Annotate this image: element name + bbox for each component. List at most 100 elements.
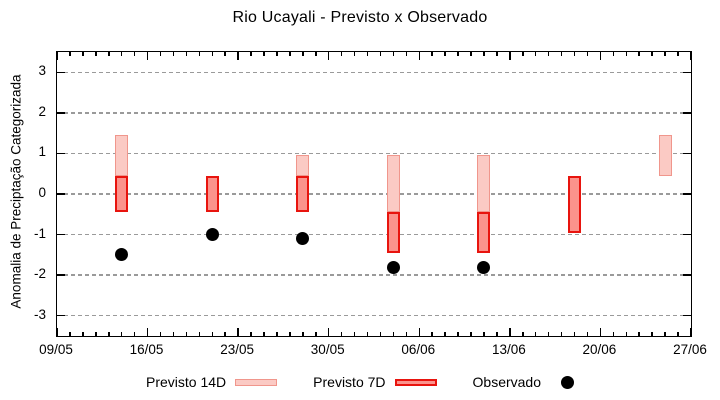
x-minor-tick	[82, 332, 84, 336]
x-minor-tick	[69, 332, 71, 336]
x-major-tick	[237, 328, 239, 336]
x-minor-tick	[250, 332, 252, 336]
x-minor-tick	[224, 52, 226, 56]
x-minor-tick	[315, 332, 317, 336]
previsto-7d-box	[115, 175, 129, 213]
x-minor-tick	[483, 332, 485, 336]
x-minor-tick	[276, 52, 278, 56]
y-tick-left	[57, 112, 65, 114]
x-minor-tick	[444, 52, 446, 56]
x-minor-tick	[95, 52, 97, 56]
y-tick-left	[57, 71, 65, 74]
x-minor-tick	[664, 52, 666, 56]
x-minor-tick	[120, 332, 123, 336]
x-minor-tick	[133, 52, 136, 56]
x-major-tick	[690, 52, 692, 60]
x-major-tick	[146, 52, 149, 60]
x-minor-tick	[263, 52, 265, 56]
x-minor-tick	[95, 332, 97, 336]
x-minor-tick	[625, 332, 628, 336]
x-minor-tick	[547, 332, 550, 336]
x-tick-label: 09/05	[39, 342, 73, 357]
h-gridline	[57, 112, 691, 114]
y-tick-right	[683, 274, 691, 276]
previsto-7d-box	[296, 175, 310, 213]
x-minor-tick	[263, 332, 265, 336]
x-minor-tick	[573, 52, 576, 56]
x-minor-tick	[431, 332, 433, 336]
x-minor-tick	[366, 52, 369, 56]
legend-item-previsto-7d: Previsto 7D	[313, 374, 437, 390]
x-major-tick	[599, 52, 602, 60]
x-major-tick	[56, 52, 58, 60]
x-minor-tick	[470, 52, 472, 56]
previsto-7d-box	[477, 212, 491, 253]
y-tick-right	[683, 193, 691, 195]
x-tick-label: 27/06	[673, 342, 707, 357]
legend-item-previsto-14d: Previsto 14D	[146, 374, 278, 390]
previsto-14d-box	[386, 155, 400, 213]
previsto-14d-box	[296, 155, 310, 176]
x-minor-tick	[483, 52, 485, 56]
previsto-14d-box	[115, 135, 129, 176]
x-minor-tick	[198, 52, 201, 56]
chart-title: Rio Ucayali - Previsto x Observado	[232, 9, 488, 26]
y-tick-label: 2	[38, 103, 46, 119]
x-minor-tick	[534, 52, 537, 56]
h-gridline	[57, 314, 691, 317]
x-minor-tick	[69, 52, 71, 56]
x-minor-tick	[302, 332, 304, 336]
x-minor-tick	[677, 332, 679, 336]
x-major-tick	[418, 328, 421, 336]
x-minor-tick	[108, 52, 110, 56]
y-tick-left	[57, 193, 65, 195]
x-minor-tick	[198, 332, 201, 336]
x-minor-tick	[276, 332, 278, 336]
observado-dot-icon	[561, 375, 574, 389]
x-minor-tick	[353, 52, 356, 56]
previsto-7d-box	[386, 212, 400, 253]
observado-point	[386, 260, 400, 274]
x-tick-label: 30/05	[310, 342, 345, 357]
x-minor-tick	[560, 332, 563, 336]
x-minor-tick	[560, 52, 563, 56]
x-minor-tick	[586, 52, 589, 56]
x-major-tick	[418, 52, 421, 60]
plot-area	[56, 51, 692, 337]
y-tick-right	[683, 233, 691, 236]
x-minor-tick	[586, 332, 589, 336]
x-minor-tick	[547, 52, 550, 56]
x-tick-label: 20/06	[582, 342, 617, 357]
legend-label-previsto-14d: Previsto 14D	[146, 374, 227, 390]
previsto-14d-swatch-icon	[235, 378, 278, 386]
x-minor-tick	[392, 52, 395, 56]
x-minor-tick	[522, 52, 524, 56]
x-minor-tick	[250, 52, 252, 56]
x-minor-tick	[625, 52, 628, 56]
observado-point	[115, 248, 129, 262]
x-minor-tick	[379, 52, 382, 56]
x-minor-tick	[651, 332, 653, 336]
x-minor-tick	[289, 52, 291, 56]
y-tick-left	[57, 233, 65, 236]
x-minor-tick	[340, 52, 343, 56]
previsto-14d-box	[477, 155, 491, 213]
x-major-tick	[690, 328, 692, 336]
x-major-tick	[599, 328, 602, 336]
x-major-tick	[146, 328, 149, 336]
x-minor-tick	[573, 332, 576, 336]
x-major-tick	[509, 328, 511, 336]
x-minor-tick	[522, 332, 524, 336]
x-minor-tick	[392, 332, 395, 336]
x-minor-tick	[496, 52, 498, 56]
x-major-tick	[327, 52, 330, 60]
legend-label-observado: Observado	[472, 374, 541, 390]
x-minor-tick	[638, 52, 640, 56]
x-minor-tick	[431, 52, 433, 56]
x-minor-tick	[405, 332, 408, 336]
x-tick-label: 16/05	[129, 342, 164, 357]
legend-label-previsto-7d: Previsto 7D	[313, 374, 386, 390]
x-minor-tick	[664, 332, 666, 336]
x-minor-tick	[353, 332, 356, 336]
x-minor-tick	[340, 332, 343, 336]
